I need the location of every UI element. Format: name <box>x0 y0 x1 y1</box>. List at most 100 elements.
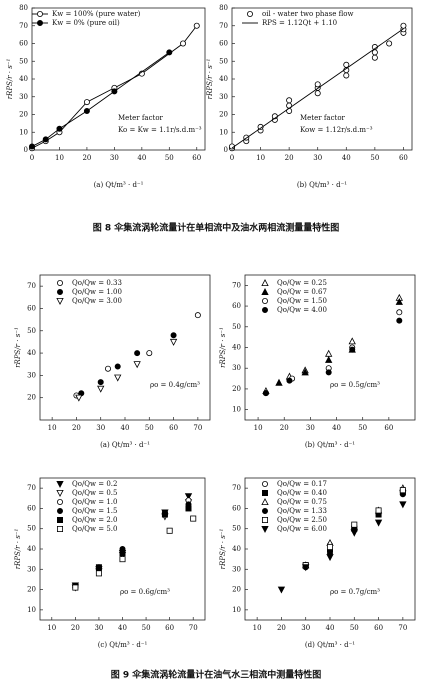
annotation: ρo = 0.4g/cm³ <box>150 381 200 389</box>
x-tick-label: 20 <box>82 154 91 162</box>
y-tick-label: 60 <box>27 304 36 312</box>
point <box>399 487 406 494</box>
x-tick-label: 40 <box>121 424 130 432</box>
point <box>57 288 64 295</box>
point <box>286 97 293 104</box>
plot-frame <box>244 274 416 421</box>
point <box>325 349 333 357</box>
point <box>161 511 168 518</box>
y-tick-label: 0 <box>224 146 228 154</box>
point <box>56 125 63 132</box>
annotation: ρo = 0.5g/cm³ <box>330 381 380 389</box>
point <box>119 556 126 563</box>
point <box>275 378 283 386</box>
point <box>399 501 407 509</box>
point <box>146 350 153 357</box>
y-tick-label: 10 <box>19 128 28 136</box>
point <box>57 498 64 505</box>
y-tick-label: 60 <box>27 504 36 512</box>
point <box>350 529 358 537</box>
point <box>400 22 407 29</box>
point <box>114 374 122 382</box>
point <box>349 346 356 353</box>
x-tick-label: 20 <box>72 424 81 432</box>
point <box>83 99 90 106</box>
point <box>326 554 334 562</box>
y-tick-label: 30 <box>232 364 241 372</box>
point <box>261 526 269 533</box>
y-tick-label: 20 <box>232 385 241 393</box>
annotation: Ko = Kw = 1.1r/s.d.m⁻³ <box>118 126 202 134</box>
y-tick-label: 50 <box>19 57 28 65</box>
legend-label: Qo/Qw = 0.33 <box>72 279 122 287</box>
legend-label: Qo/Qw = 0.2 <box>72 480 118 488</box>
plot-frame <box>39 274 211 421</box>
point <box>261 507 268 514</box>
point <box>57 507 64 514</box>
legend-label: Kw = 100% (pure water) <box>52 10 141 18</box>
point <box>261 480 268 487</box>
y-tick-label: 40 <box>19 75 28 83</box>
x-tick-label: 60 <box>192 154 201 162</box>
legend-label: Qo/Qw = 0.25 <box>277 279 327 287</box>
point <box>190 515 197 522</box>
y-axis-label: rRPS/r · s⁻¹ <box>14 327 22 368</box>
point <box>351 521 358 528</box>
point <box>343 72 350 79</box>
legend-label: RPS = 1.12Qt + 1.10 <box>262 19 337 27</box>
y-tick-label: 20 <box>232 586 241 594</box>
point <box>374 519 383 527</box>
legend-label: Qo/Qw = 0.75 <box>277 498 327 506</box>
y-tick-label: 10 <box>232 406 241 414</box>
y-tick-label: 70 <box>27 282 36 290</box>
y-tick-label: 40 <box>232 344 241 352</box>
point <box>133 361 141 369</box>
point <box>185 505 192 512</box>
x-tick-label: 50 <box>370 154 379 162</box>
point <box>314 90 321 97</box>
x-axis-label: (c) Qt/m³ · d⁻¹ <box>98 641 148 649</box>
annotation: Meter factor <box>118 114 164 122</box>
point <box>180 40 187 47</box>
point <box>277 586 286 594</box>
legend-label: Qo/Qw = 0.67 <box>277 288 327 296</box>
x-tick-label: 20 <box>71 624 80 632</box>
point <box>56 297 64 305</box>
legend-label: Qo/Qw = 1.00 <box>72 288 122 296</box>
x-tick-label: 40 <box>137 154 146 162</box>
y-tick-label: 10 <box>232 606 241 614</box>
x-tick-label: 60 <box>165 624 174 632</box>
x-axis-label: (a) Qt/m³ · d⁻¹ <box>100 441 150 449</box>
y-tick-label: 20 <box>27 394 36 402</box>
point <box>57 279 64 286</box>
figure-caption: 图 9 伞集流涡轮流量计在油气水三相流中测量特性图 <box>111 669 322 681</box>
point <box>261 306 268 313</box>
y-axis-label: rRPS/r · s⁻¹ <box>219 529 227 570</box>
x-tick-label: 50 <box>145 424 154 432</box>
point <box>97 385 105 393</box>
point <box>301 368 309 376</box>
point <box>193 22 200 29</box>
point <box>28 143 35 150</box>
point <box>348 337 356 345</box>
point <box>261 288 269 296</box>
x-tick-label: 30 <box>306 424 315 432</box>
y-tick-label: 0 <box>24 146 28 154</box>
legend-label: Qo/Qw = 3.00 <box>72 297 122 305</box>
point <box>184 493 193 501</box>
point <box>111 88 118 95</box>
x-tick-label: 30 <box>110 154 119 162</box>
x-tick-label: 70 <box>189 624 198 632</box>
point <box>95 564 102 571</box>
point <box>170 332 177 339</box>
point <box>325 355 333 363</box>
x-tick-label: 10 <box>253 624 262 632</box>
point <box>97 379 104 386</box>
point <box>261 489 268 496</box>
x-tick-label: 50 <box>165 154 174 162</box>
x-tick-label: 10 <box>256 154 265 162</box>
point <box>72 584 79 591</box>
x-axis-label: (b) Qt/m³ · d⁻¹ <box>305 441 355 449</box>
y-axis-label: rRPS/r · s⁻¹ <box>206 59 214 100</box>
y-axis-label: rRPS/r · s⁻¹ <box>6 59 14 100</box>
